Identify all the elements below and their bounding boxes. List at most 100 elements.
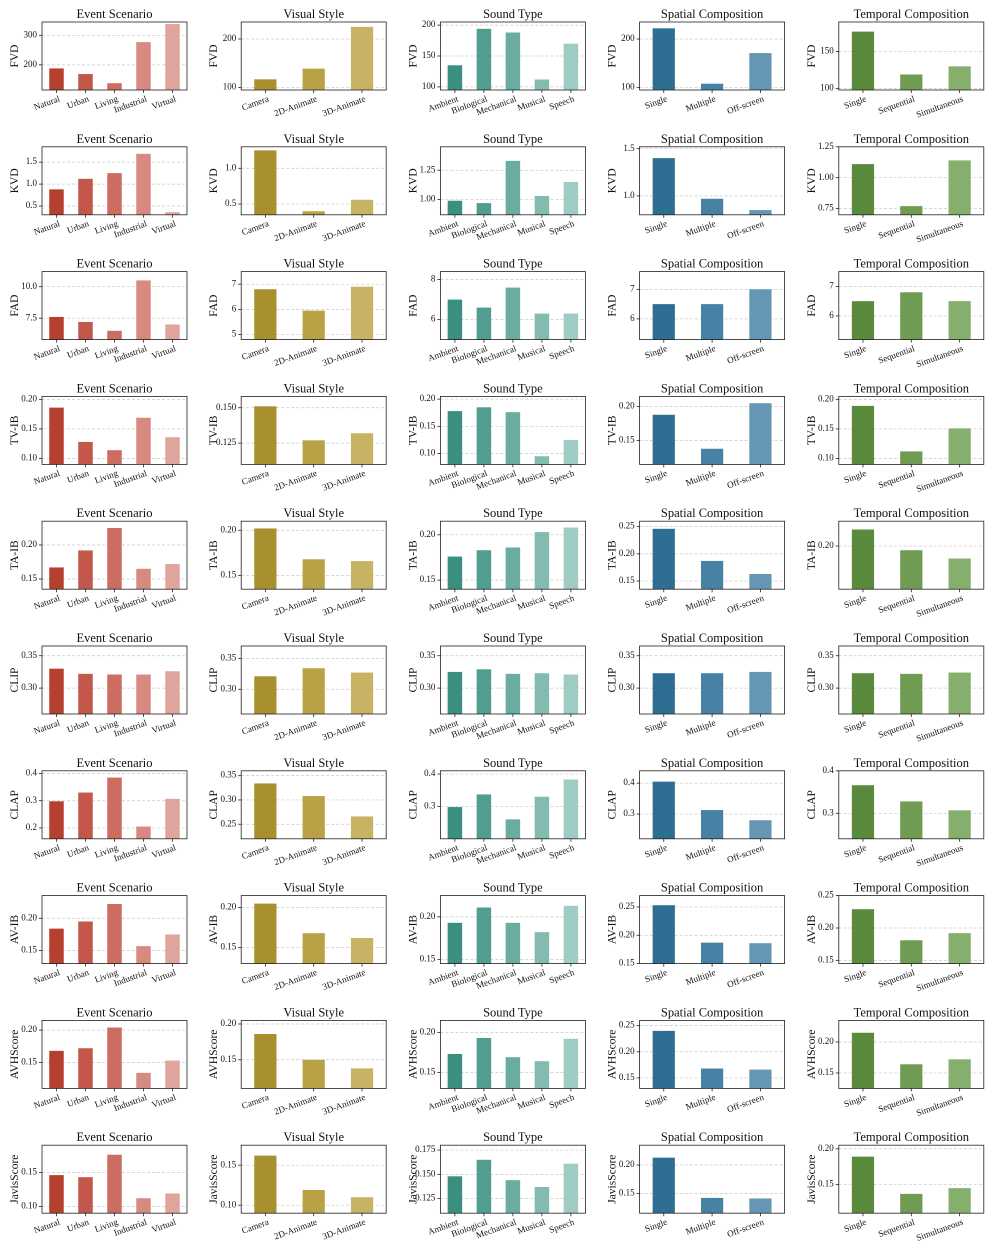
y-tick-label: 0.20 [21,393,37,403]
subplot-title: Sound Type [483,756,543,770]
y-tick-label: 0.20 [619,1046,635,1056]
bar [78,321,93,340]
x-tick-label: Multiple [684,593,717,613]
bar [350,433,374,465]
bar [851,405,875,465]
bar [49,801,64,839]
bar [749,671,772,714]
plot-frame [240,645,387,715]
plot-frame [439,21,586,91]
bar [505,1180,521,1214]
bar [476,550,492,590]
subplot: Visual Style FVD 100 200 Camera 2D-Animate 3D-… [208,7,387,118]
y-axis-label: AV-IB [806,915,818,945]
x-tick-label: Sequential [877,1092,917,1115]
y-axis-label: CLAP [607,790,619,819]
y-axis-label: FAD [806,295,818,317]
y-axis-label: TA-IB [407,540,419,570]
y-tick-label: 0.15 [220,570,236,580]
bar [302,211,325,215]
x-tick-label: 3D-Animate [321,468,367,493]
y-tick-label: 0.20 [818,540,834,550]
bar [350,26,374,90]
bar [505,819,521,839]
subplot-title: Spatial Composition [661,1005,764,1019]
bar [851,673,875,714]
bar [563,905,579,964]
subplot-title: Sound Type [483,881,543,895]
y-axis-label: KVD [208,168,220,193]
y-tick-label: 0.35 [220,652,236,662]
bar [49,68,64,90]
y-tick-label: 0.3 [823,807,835,817]
bar [900,1064,923,1089]
y-tick-label: 0.20 [818,1143,834,1153]
bar [749,943,772,964]
y-tick-label: 0.125 [216,437,237,447]
x-tick-label: Urban [66,343,91,360]
bar [78,1177,93,1214]
x-tick-label: Musical [516,967,547,986]
x-tick-label: Sequential [877,842,917,865]
bar [78,921,93,964]
bar [350,672,374,714]
y-tick-label: 200 [24,59,38,69]
subplot: Temporal Composition TA-IB 0.20 Single Seque… [806,506,985,619]
x-tick-label: Natural [32,967,61,986]
y-tick-label: 0.2 [26,822,37,832]
y-tick-label: 0.4 [823,765,835,775]
x-tick-label: Urban [66,468,91,485]
plot-frame [240,271,387,341]
subplot: Visual Style TV-IB0.125 0.150 Camera 2D-Anim… [208,381,387,493]
subplot: Temporal Composition FAD 6 7 Single Sequentia… [806,257,985,369]
x-tick-label: 2D-Animate [273,842,319,867]
bar [49,567,64,590]
bar [851,164,875,215]
y-tick-label: 200 [223,33,237,43]
x-tick-label: Speech [548,218,576,236]
plot-frame [240,21,387,91]
bar [563,527,579,590]
bar [49,316,64,340]
subplot: Visual Style AVHScore 0.15 0.20 Camera 2D-Ani… [208,1005,387,1117]
x-tick-label: Musical [516,717,547,736]
bar [49,1050,64,1089]
x-tick-label: Natural [32,717,61,736]
subplot-title: Visual Style [283,381,344,395]
x-tick-label: Speech [548,1092,576,1110]
x-tick-label: Camera [240,468,270,487]
subplot: Temporal Composition CLIP 0.30 0.35 Single Se… [806,631,985,744]
bar [136,826,151,839]
x-tick-label: Urban [66,717,91,734]
bar [749,1069,772,1089]
x-tick-label: 3D-Animate [321,967,367,992]
y-axis-label: FVD [9,44,21,67]
plot-frame [240,1020,387,1089]
bar [165,24,180,90]
bar [534,796,550,839]
y-axis-label: FAD [607,295,619,317]
plot-frame [41,146,188,216]
y-tick-label: 0.150 [415,1168,436,1178]
plot-frame [439,895,586,964]
bar [652,781,675,839]
x-tick-label: Single [643,1217,668,1234]
y-tick-label: 300 [24,29,38,39]
bar [749,210,772,215]
y-tick-label: 0.150 [216,402,237,412]
plot-frame [439,1020,586,1089]
plot-frame [439,271,586,341]
bar [948,160,971,215]
y-tick-label: 0.25 [220,818,236,828]
x-tick-label: Sequential [877,1217,917,1240]
bar [107,1154,122,1214]
subplot: Temporal Composition JavisScore 0.15 0.20 Si… [806,1130,985,1243]
subplot-title: Visual Style [283,756,344,770]
x-tick-label: Single [843,593,868,610]
subplot: Visual Style AV-IB0.15 0.20 Camera 2D-Animat… [208,881,387,992]
y-tick-label: 100 [223,82,237,92]
bar [563,674,579,714]
